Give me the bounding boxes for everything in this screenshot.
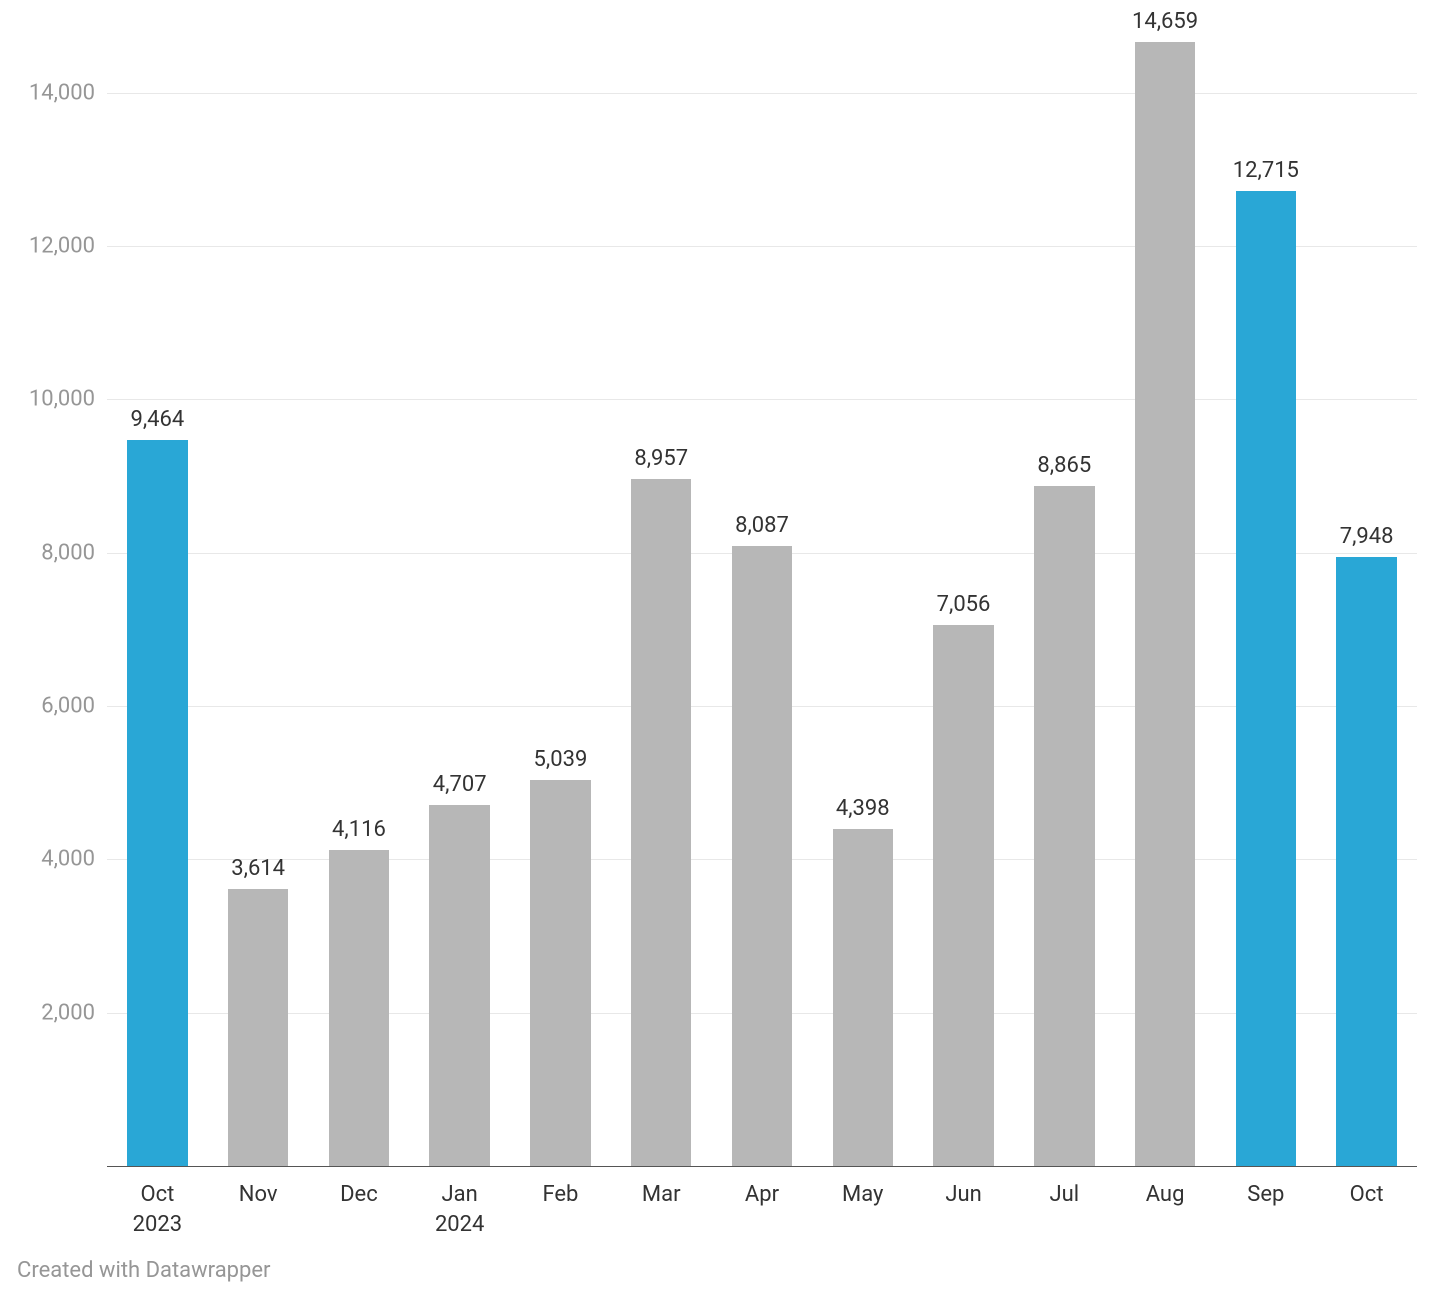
y-tick-label: 2,000 — [41, 1000, 107, 1025]
x-tick-label: Sep — [1215, 1166, 1316, 1210]
bar: 5,039 — [530, 780, 590, 1166]
bar-value-label: 8,957 — [613, 446, 710, 479]
x-tick-label: Oct 2023 — [107, 1166, 208, 1239]
bar-value-label: 7,056 — [915, 592, 1012, 625]
bar: 8,087 — [732, 546, 792, 1166]
x-tick-label: Apr — [712, 1166, 813, 1210]
gridline — [107, 399, 1417, 400]
bar-value-label: 14,659 — [1117, 9, 1214, 42]
gridline — [107, 246, 1417, 247]
bar: 4,398 — [833, 829, 893, 1166]
y-tick-label: 6,000 — [41, 694, 107, 719]
bar: 12,715 — [1236, 191, 1296, 1166]
bar-value-label: 9,464 — [109, 407, 206, 440]
bar-value-label: 7,948 — [1318, 524, 1415, 557]
y-tick-label: 10,000 — [29, 387, 107, 412]
x-tick-label: Mar — [611, 1166, 712, 1210]
bar-value-label: 8,087 — [714, 513, 811, 546]
plot-area: 2,0004,0006,0008,00010,00012,00014,0009,… — [107, 16, 1417, 1166]
x-tick-label: Nov — [208, 1166, 309, 1210]
x-tick-label: May — [812, 1166, 913, 1210]
x-tick-label: Feb — [510, 1166, 611, 1210]
x-tick-label: Aug — [1115, 1166, 1216, 1210]
bar: 8,865 — [1034, 486, 1094, 1166]
x-tick-label: Jul — [1014, 1166, 1115, 1210]
y-tick-label: 8,000 — [41, 540, 107, 565]
bar: 9,464 — [127, 440, 187, 1166]
bar: 14,659 — [1135, 42, 1195, 1166]
bar: 4,707 — [429, 805, 489, 1166]
x-tick-label: Jun — [913, 1166, 1014, 1210]
x-tick-label: Oct — [1316, 1166, 1417, 1210]
bar-value-label: 4,116 — [311, 817, 408, 850]
x-tick-label: Jan 2024 — [409, 1166, 510, 1239]
bar-value-label: 4,398 — [814, 796, 911, 829]
y-tick-label: 12,000 — [29, 234, 107, 259]
bar-value-label: 8,865 — [1016, 453, 1113, 486]
y-tick-label: 4,000 — [41, 847, 107, 872]
bar-chart: 2,000 4,000 6,000 8,000 10,000 12,000 14,000 9,… — [0, 0, 1432, 1304]
bar: 8,957 — [631, 479, 691, 1166]
y-tick-label: 14,000 — [29, 80, 107, 105]
bar-value-label: 5,039 — [512, 747, 609, 780]
bar: 4,116 — [329, 850, 389, 1166]
attribution-text: Created with Datawrapper — [17, 1258, 271, 1283]
bar: 3,614 — [228, 889, 288, 1166]
bar-value-label: 4,707 — [411, 772, 508, 805]
x-tick-label: Dec — [309, 1166, 410, 1210]
bar: 7,948 — [1336, 557, 1396, 1166]
gridline — [107, 93, 1417, 94]
bar-value-label: 12,715 — [1217, 158, 1314, 191]
bar: 7,056 — [933, 625, 993, 1166]
bar-value-label: 3,614 — [210, 856, 307, 889]
